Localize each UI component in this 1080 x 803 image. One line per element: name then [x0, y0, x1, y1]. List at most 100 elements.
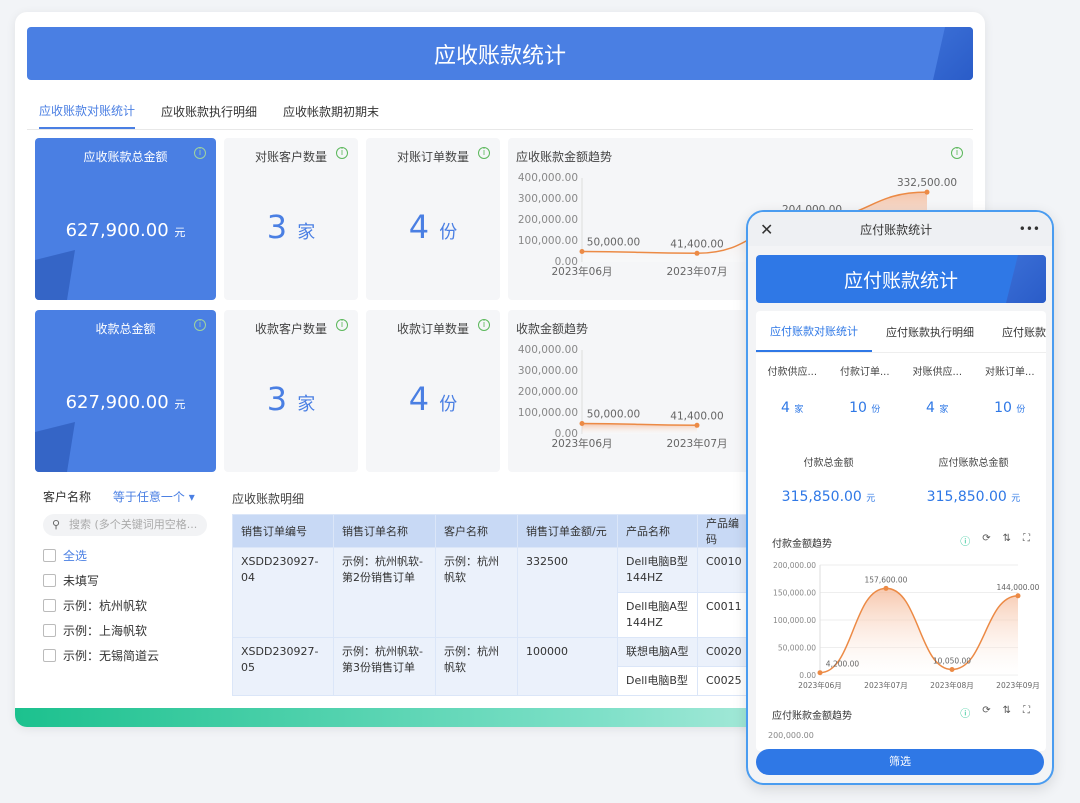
- close-icon[interactable]: ✕: [760, 219, 774, 239]
- column-header: 销售订单编号: [232, 514, 334, 548]
- kpi-value: 627,900.00 元: [35, 220, 216, 241]
- kpi-unit: 份: [439, 394, 458, 415]
- filter-label: 客户名称: [43, 490, 92, 504]
- checkbox[interactable]: [43, 649, 56, 662]
- tab-reconciliation[interactable]: 应收账款对账统计: [39, 94, 136, 129]
- sort-icon[interactable]: ⇅: [1002, 533, 1011, 544]
- info-icon[interactable]: i: [478, 319, 490, 331]
- receivables-dashboard: 应收账款统计 应收账款对账统计 应收账款执行明细 应收帐款期初期末 应收账款总金…: [15, 12, 985, 727]
- x-tick-label: 2023年06月: [551, 437, 612, 450]
- info-icon[interactable]: i: [336, 319, 348, 331]
- refresh-icon[interactable]: ⟳: [982, 705, 991, 716]
- y-tick-label: 100,000.00: [773, 616, 816, 625]
- series-line: [581, 422, 698, 427]
- data-point[interactable]: [883, 585, 889, 591]
- data-label: 41,400.00: [670, 238, 723, 250]
- info-icon[interactable]: i: [336, 147, 348, 159]
- cell-product-name: Dell电脑B型: [617, 666, 698, 696]
- filter-option[interactable]: 全选: [43, 547, 87, 564]
- y-tick-label: 400,000.00: [518, 344, 578, 356]
- y-tick-label: 50,000.00: [778, 644, 816, 653]
- checkbox[interactable]: [43, 599, 56, 612]
- more-icon[interactable]: •••: [1018, 222, 1040, 236]
- data-point[interactable]: [1015, 593, 1021, 599]
- checkbox[interactable]: [43, 624, 56, 637]
- cell-order-no: XSDD230927-04: [232, 547, 334, 638]
- info-icon[interactable]: ⓘ: [960, 537, 971, 548]
- kpi-title: 收款客户数量: [254, 322, 327, 336]
- kpi-title: 应收账款总金额: [83, 150, 168, 164]
- data-point[interactable]: [579, 249, 585, 254]
- fullscreen-icon[interactable]: ⛶: [1023, 533, 1030, 544]
- y-tick-label: 0.00: [555, 256, 578, 268]
- x-tick-label: 2023年07月: [666, 437, 727, 450]
- cell-order-name: 示例：杭州帆软-第2份销售订单: [333, 547, 436, 638]
- info-icon[interactable]: i: [478, 147, 490, 159]
- tab-execution-detail[interactable]: 应收账款执行明细: [161, 105, 258, 119]
- filter-option[interactable]: 示例：无锡简道云: [43, 647, 159, 664]
- fullscreen-icon[interactable]: ⛶: [1023, 705, 1030, 716]
- data-point[interactable]: [579, 421, 585, 426]
- data-point[interactable]: [817, 670, 823, 676]
- nav-title: 应付账款统计: [860, 222, 933, 237]
- search-placeholder: 搜索 (多个关键词用空格...: [69, 518, 198, 531]
- filter-mode-dropdown[interactable]: 等于任意一个 ▾: [113, 490, 195, 504]
- kpi-unit: 份: [1016, 405, 1026, 415]
- mobile-tab-execution[interactable]: 应付账款执行明细: [886, 325, 974, 339]
- option-label: 未填写: [63, 574, 100, 588]
- data-point[interactable]: [694, 250, 700, 256]
- sort-icon[interactable]: ⇅: [1002, 705, 1011, 716]
- chart-title: 应收账款金额趋势: [516, 150, 613, 164]
- checkbox[interactable]: [43, 574, 56, 587]
- y-tick-label: 100,000.00: [518, 407, 578, 419]
- info-icon[interactable]: i: [194, 147, 206, 159]
- chart-title: 收款金额趋势: [516, 322, 589, 336]
- checkbox[interactable]: [43, 549, 56, 562]
- filter-option[interactable]: 示例：杭州帆软: [43, 597, 147, 614]
- info-icon[interactable]: i: [951, 147, 963, 159]
- kpi-number: 10: [849, 400, 867, 416]
- chart-title: 付款金额趋势: [772, 539, 832, 550]
- kpi-number: 627,900.00: [65, 392, 169, 413]
- kpi-card: 应收账款总金额 i 627,900.00 元: [35, 138, 216, 300]
- y-tick-label: 300,000.00: [518, 365, 578, 377]
- kpi-title: 对账订单...: [984, 367, 1035, 378]
- kpi-value: 627,900.00 元: [35, 392, 216, 413]
- data-point[interactable]: [694, 422, 700, 428]
- search-icon: ⚲: [52, 518, 61, 531]
- kpi-unit: 家: [939, 405, 949, 415]
- mobile-nav-bar: ✕ 应付账款统计 •••: [748, 212, 1052, 246]
- kpi-value: 4 份: [366, 208, 500, 246]
- area-fill: [820, 588, 1018, 675]
- kpi-title: 付款供应...: [767, 367, 818, 378]
- tab-opening-closing[interactable]: 应收帐款期初期末: [283, 105, 380, 119]
- kpi-unit: 家: [297, 222, 316, 243]
- total-number: 315,850.00: [781, 489, 862, 505]
- kpi-card: 对账客户数量 i 3 家: [224, 138, 358, 300]
- mobile-tab-reconciliation[interactable]: 应付账款对账统计: [756, 311, 872, 352]
- filter-option[interactable]: 示例：上海帆软: [43, 622, 147, 639]
- data-point[interactable]: [924, 189, 930, 195]
- x-tick-label: 2023年06月: [551, 265, 612, 278]
- data-label: 50,000.00: [587, 237, 640, 249]
- y-tick-label: 200,000.00: [518, 214, 578, 226]
- decorative-bar: [15, 708, 985, 727]
- data-point[interactable]: [949, 666, 955, 672]
- cell-amount: 100000: [517, 637, 618, 696]
- mobile-page-title: 应付账款统计: [756, 255, 1046, 303]
- kpi-value: 4 份: [366, 380, 500, 418]
- refresh-icon[interactable]: ⟳: [982, 533, 991, 544]
- data-label: 4,200.00: [826, 660, 860, 669]
- filter-button[interactable]: 筛选: [756, 749, 1044, 775]
- info-icon[interactable]: i: [194, 319, 206, 331]
- x-tick-label: 2023年07月: [666, 265, 727, 278]
- kpi-unit: 元: [174, 226, 186, 239]
- kpi-unit: 元: [174, 398, 186, 411]
- cell-product-code: C0010: [697, 547, 758, 593]
- info-icon[interactable]: ⓘ: [960, 709, 971, 720]
- filter-search-input[interactable]: ⚲ 搜索 (多个关键词用空格...: [43, 514, 207, 536]
- filter-option[interactable]: 未填写: [43, 572, 99, 589]
- data-label: 332,500.00: [897, 177, 957, 189]
- data-label: 10,050.00: [933, 656, 971, 665]
- mobile-tab-period[interactable]: 应付账款期: [1002, 325, 1046, 339]
